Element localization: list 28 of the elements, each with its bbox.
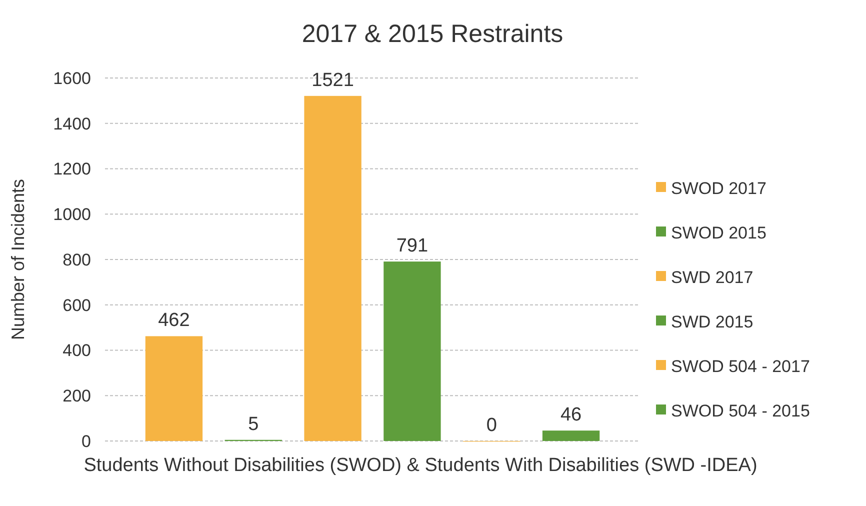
y-tick-label: 400 — [62, 341, 91, 360]
legend-label: SWOD 2015 — [671, 223, 766, 242]
data-label: 5 — [248, 414, 259, 435]
y-tick-label: 800 — [62, 250, 91, 270]
bar — [304, 96, 362, 441]
data-label: 1521 — [312, 70, 354, 91]
data-label: 0 — [486, 415, 497, 436]
y-tick-label: 200 — [62, 386, 91, 406]
legend-label: SWOD 504 - 2015 — [671, 401, 810, 420]
bar — [145, 336, 203, 441]
chart-title: 2017 & 2015 Restraints — [302, 20, 564, 48]
y-tick-label: 1600 — [53, 68, 91, 88]
data-label: 46 — [560, 404, 582, 426]
y-tick-label: 0 — [82, 432, 91, 451]
data-label: 791 — [396, 236, 428, 257]
legend-label: SWOD 2017 — [671, 178, 766, 198]
y-tick-label: 600 — [62, 296, 91, 315]
legend-label: SWD 2017 — [671, 268, 754, 287]
y-axis-title: Number of Incidents — [8, 178, 28, 340]
legend-label: SWD 2015 — [671, 312, 754, 332]
y-tick-label: 1400 — [53, 114, 91, 134]
bar — [542, 430, 600, 441]
bar — [384, 262, 441, 441]
x-axis-title: Students Without Disabilities (SWOD) & Students With Disabilities (SWD -IDEA) — [84, 455, 758, 476]
legend-label: SWOD 504 - 2017 — [671, 356, 810, 376]
y-tick-label: 1200 — [53, 160, 91, 179]
y-tick-label: 1000 — [53, 205, 91, 224]
data-label: 462 — [158, 310, 190, 332]
